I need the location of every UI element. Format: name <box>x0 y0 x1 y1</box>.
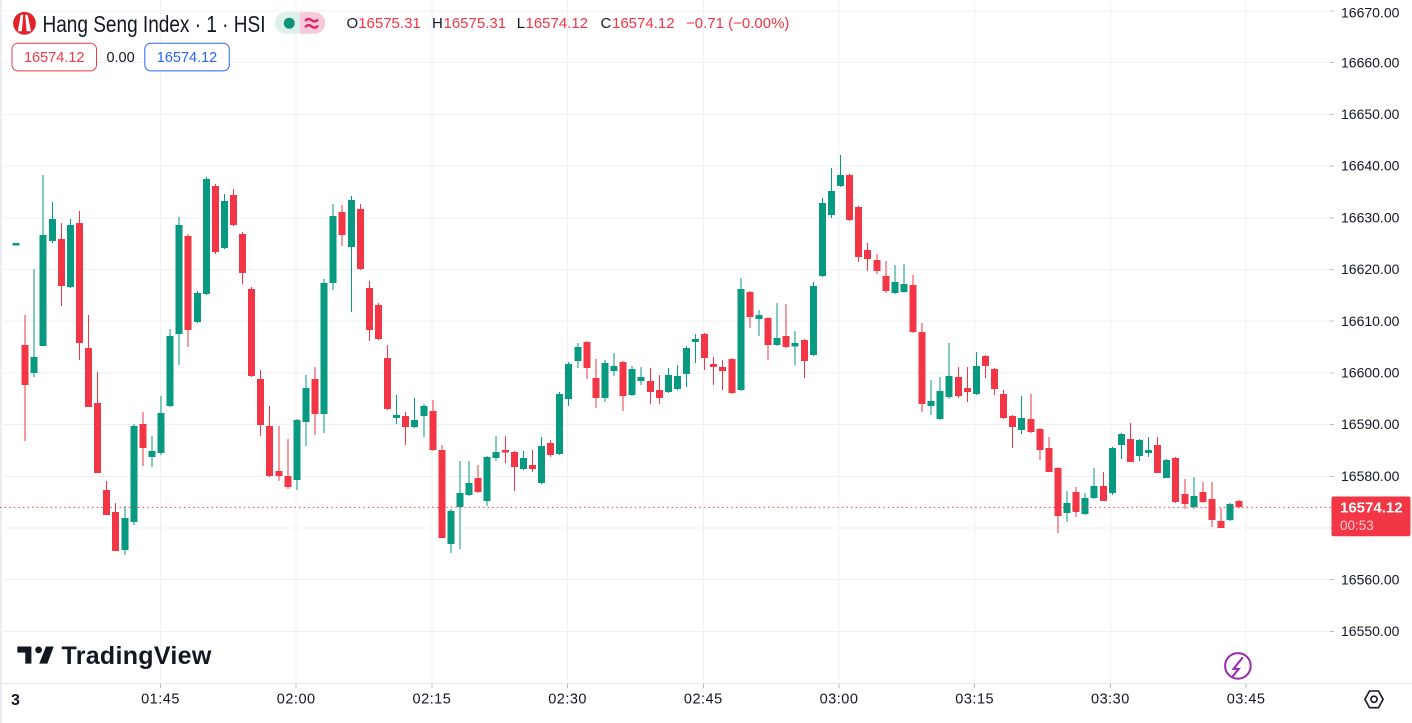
svg-text:16590.00: 16590.00 <box>1341 416 1400 432</box>
svg-text:03:00: 03:00 <box>820 692 859 708</box>
svg-text:Hang Seng Index · 1 · HSI: Hang Seng Index · 1 · HSI <box>43 11 266 37</box>
svg-text:03:45: 03:45 <box>1227 692 1266 708</box>
svg-text:C: C <box>601 15 612 32</box>
svg-text:H: H <box>432 15 443 32</box>
svg-text:16574.12: 16574.12 <box>612 15 675 32</box>
svg-text:16620.00: 16620.00 <box>1341 261 1400 277</box>
svg-text:16660.00: 16660.00 <box>1341 54 1400 70</box>
svg-text:02:15: 02:15 <box>413 692 452 708</box>
svg-text:16560.00: 16560.00 <box>1341 571 1400 587</box>
svg-text:TradingView: TradingView <box>62 642 212 670</box>
svg-text:02:45: 02:45 <box>684 692 723 708</box>
svg-text:O: O <box>347 15 359 32</box>
svg-text:16650.00: 16650.00 <box>1341 106 1400 122</box>
svg-text:−0.71 (−0.00%): −0.71 (−0.00%) <box>686 15 789 32</box>
svg-text:16670.00: 16670.00 <box>1341 5 1400 21</box>
svg-text:16574.12: 16574.12 <box>1340 499 1403 516</box>
svg-text:03:15: 03:15 <box>955 692 994 708</box>
svg-text:16574.12: 16574.12 <box>157 50 217 66</box>
svg-text:16574.12: 16574.12 <box>24 50 84 66</box>
svg-text:00:53: 00:53 <box>1340 518 1374 533</box>
svg-text:16575.31: 16575.31 <box>444 15 507 32</box>
svg-text:3: 3 <box>11 692 20 709</box>
svg-text:16575.31: 16575.31 <box>358 15 421 32</box>
svg-text:02:00: 02:00 <box>277 692 316 708</box>
svg-text:16574.12: 16574.12 <box>526 15 589 32</box>
svg-text:16550.00: 16550.00 <box>1341 623 1400 639</box>
svg-text:16640.00: 16640.00 <box>1341 158 1400 174</box>
svg-text:L: L <box>517 15 525 32</box>
svg-text:16600.00: 16600.00 <box>1341 365 1400 381</box>
svg-text:16580.00: 16580.00 <box>1341 468 1400 484</box>
svg-text:03:30: 03:30 <box>1091 692 1130 708</box>
svg-text:0.00: 0.00 <box>106 50 134 66</box>
svg-text:16610.00: 16610.00 <box>1341 313 1400 329</box>
svg-text:01:45: 01:45 <box>141 692 180 708</box>
svg-text:16630.00: 16630.00 <box>1341 209 1400 225</box>
svg-text:02:30: 02:30 <box>548 692 587 708</box>
